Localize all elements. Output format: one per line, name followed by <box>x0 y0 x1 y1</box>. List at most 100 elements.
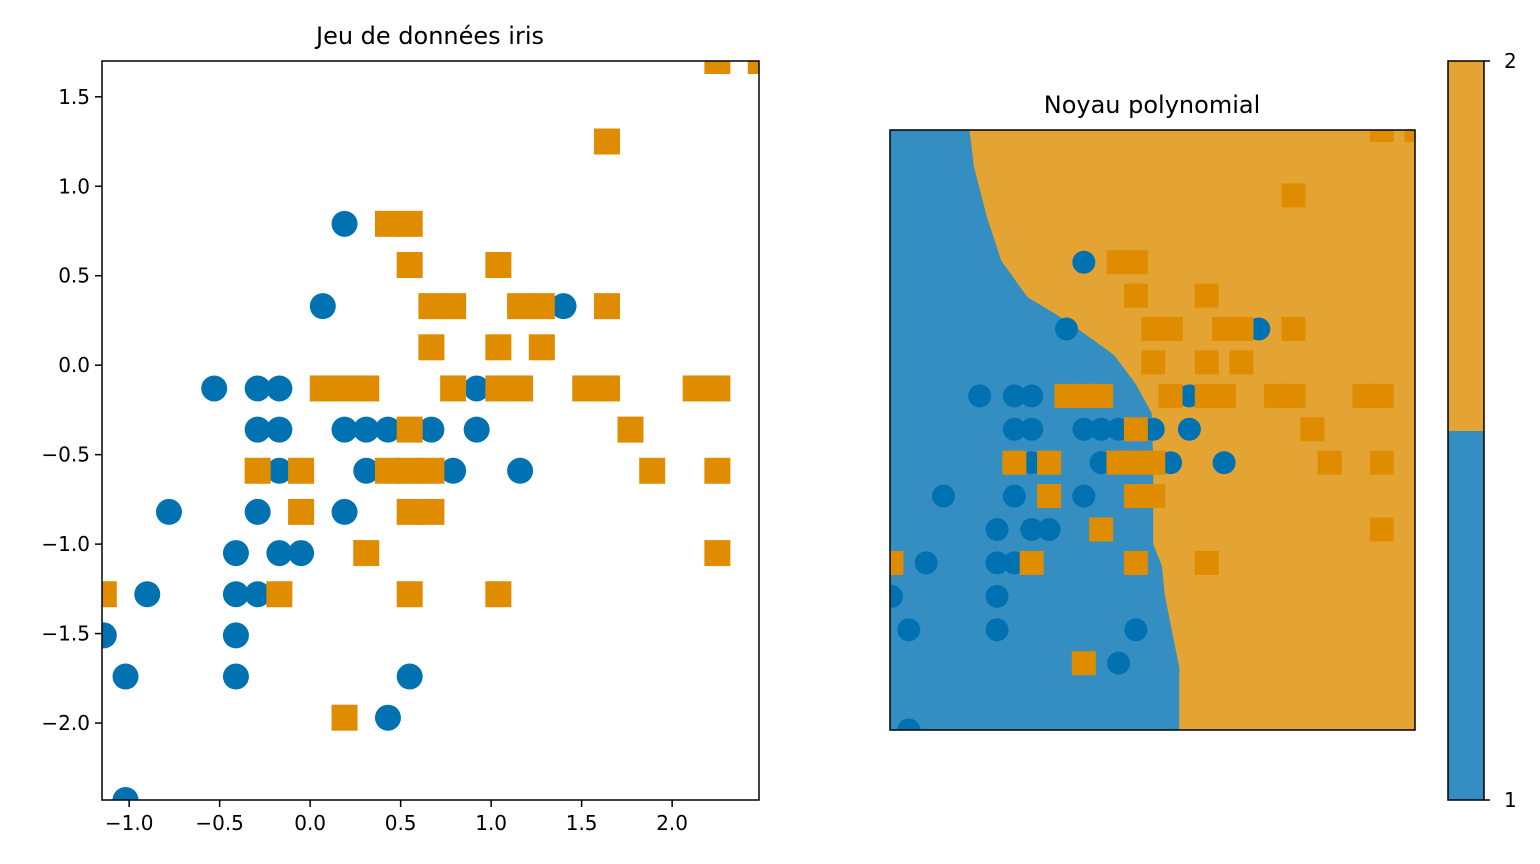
class-2-square-point <box>374 210 401 237</box>
class-2-square-point <box>1002 450 1027 475</box>
class-2-square-point <box>639 457 666 484</box>
x-tick-label: 0.5 <box>385 811 417 835</box>
class-2-square-point <box>1194 283 1219 308</box>
class-1-circle-point <box>266 457 293 484</box>
class-1-circle-point <box>1177 417 1201 441</box>
y-tick-label: −2.0 <box>41 711 90 735</box>
class-2-square-point <box>485 251 512 278</box>
class-2-square-point <box>1369 383 1394 408</box>
class-2-square-point <box>440 293 467 320</box>
class-2-square-point <box>1158 317 1183 342</box>
class-2-square-point <box>704 375 731 402</box>
class-1-circle-point <box>112 663 139 690</box>
class-1-circle-point <box>890 584 903 608</box>
class-2-square-point <box>374 457 401 484</box>
class-2-square-point <box>418 334 445 361</box>
y-tick-label: −1.5 <box>41 622 90 646</box>
left-x-axis: −1.0 −0.5 0.0 0.5 1.0 1.5 2.0 <box>105 800 688 835</box>
class-1-circle-point <box>1054 317 1078 341</box>
class-1-circle-point <box>244 375 271 402</box>
class-2-square-point <box>1158 383 1183 408</box>
class-1-circle-point <box>985 618 1009 642</box>
class-2-square-point <box>1141 350 1166 375</box>
class-1-circle-point <box>897 718 921 730</box>
class-1-circle-point <box>1072 484 1096 508</box>
class-1-circle-point <box>155 498 182 525</box>
class-2-square-point <box>396 457 423 484</box>
colorbar-tick-label-bottom: 1 <box>1504 788 1517 812</box>
class-1-circle-point <box>134 581 161 608</box>
right-plot-title: Noyau polynomial <box>1044 91 1261 119</box>
class-1-circle-point <box>418 416 445 443</box>
class-1-circle-point <box>1020 384 1044 408</box>
right-plot-frame <box>889 129 1416 731</box>
class-1-circle-point <box>968 384 992 408</box>
class-1-circle-point <box>507 457 534 484</box>
class-1-circle-point <box>266 540 293 567</box>
class-2-square-point <box>704 61 731 74</box>
x-tick-label: 2.0 <box>656 811 688 835</box>
class-1-circle-point <box>331 498 358 525</box>
class-1-circle-point <box>244 416 271 443</box>
class-1-circle-point <box>1020 518 1044 542</box>
class-1-circle-point <box>222 622 249 649</box>
class-2-square-point <box>1281 383 1306 408</box>
class-2-square-point <box>1281 183 1306 208</box>
class-1-circle-point <box>1002 384 1026 408</box>
class-1-circle-point <box>112 787 139 800</box>
class-1-circle-point <box>331 210 358 237</box>
class-2-square-point <box>1089 383 1114 408</box>
class-2-square-point <box>1037 450 1062 475</box>
class-1-circle-point <box>897 618 921 642</box>
class-1-circle-point <box>222 581 249 608</box>
y-tick-label: −1.0 <box>41 532 90 556</box>
class-2-square-point <box>528 293 555 320</box>
left-scatter-points <box>102 61 759 800</box>
class-1-circle-point <box>1020 417 1044 441</box>
class-2-square-point <box>1194 350 1219 375</box>
class-2-square-point <box>1037 484 1062 509</box>
class-1-circle-point <box>353 457 380 484</box>
class-2-square-point <box>1229 317 1254 342</box>
class-2-square-point <box>396 498 423 525</box>
y-tick-label: 1.5 <box>58 85 90 109</box>
class-1-circle-point <box>244 581 271 608</box>
class-2-square-point <box>418 498 445 525</box>
class-1-circle-point <box>550 293 577 320</box>
class-2-square-point <box>353 540 380 567</box>
polynomial-kernel-panel: Noyau polynomial <box>889 91 1416 731</box>
class-2-square-point <box>1229 350 1254 375</box>
class-2-square-point <box>1141 450 1166 475</box>
x-tick-label: −0.5 <box>195 811 244 835</box>
class-2-square-point <box>593 375 620 402</box>
class-2-square-point <box>1123 283 1148 308</box>
class-1-circle-point <box>102 622 117 649</box>
class-1-circle-point <box>1002 417 1026 441</box>
class-2-square-point <box>485 334 512 361</box>
y-tick-label: 0.5 <box>58 264 90 288</box>
y-tick-label: 0.0 <box>58 353 90 377</box>
class-1-circle-point <box>463 375 490 402</box>
class-2-square-point <box>396 581 423 608</box>
class-1-circle-point <box>222 540 249 567</box>
colorbar-level-1 <box>1448 431 1484 800</box>
class-2-square-point <box>309 375 336 402</box>
class-2-square-point <box>704 540 731 567</box>
class-2-square-point <box>418 457 445 484</box>
class-2-square-point <box>507 293 534 320</box>
class-2-square-point <box>288 498 315 525</box>
colorbar-frame <box>1447 60 1485 801</box>
class-2-square-point <box>890 550 904 575</box>
class-1-circle-point <box>331 416 358 443</box>
class-1-circle-point <box>222 663 249 690</box>
class-1-circle-point <box>1089 417 1113 441</box>
class-2-square-point <box>440 375 467 402</box>
class-1-circle-point <box>201 375 228 402</box>
class-2-square-point <box>266 581 293 608</box>
class-2-square-point <box>1123 550 1148 575</box>
class-2-square-point <box>1141 484 1166 509</box>
colorbar-level-2 <box>1448 61 1484 431</box>
class-2-square-point <box>485 375 512 402</box>
class-2-square-point <box>418 293 445 320</box>
class-2-square-point <box>1089 517 1114 542</box>
